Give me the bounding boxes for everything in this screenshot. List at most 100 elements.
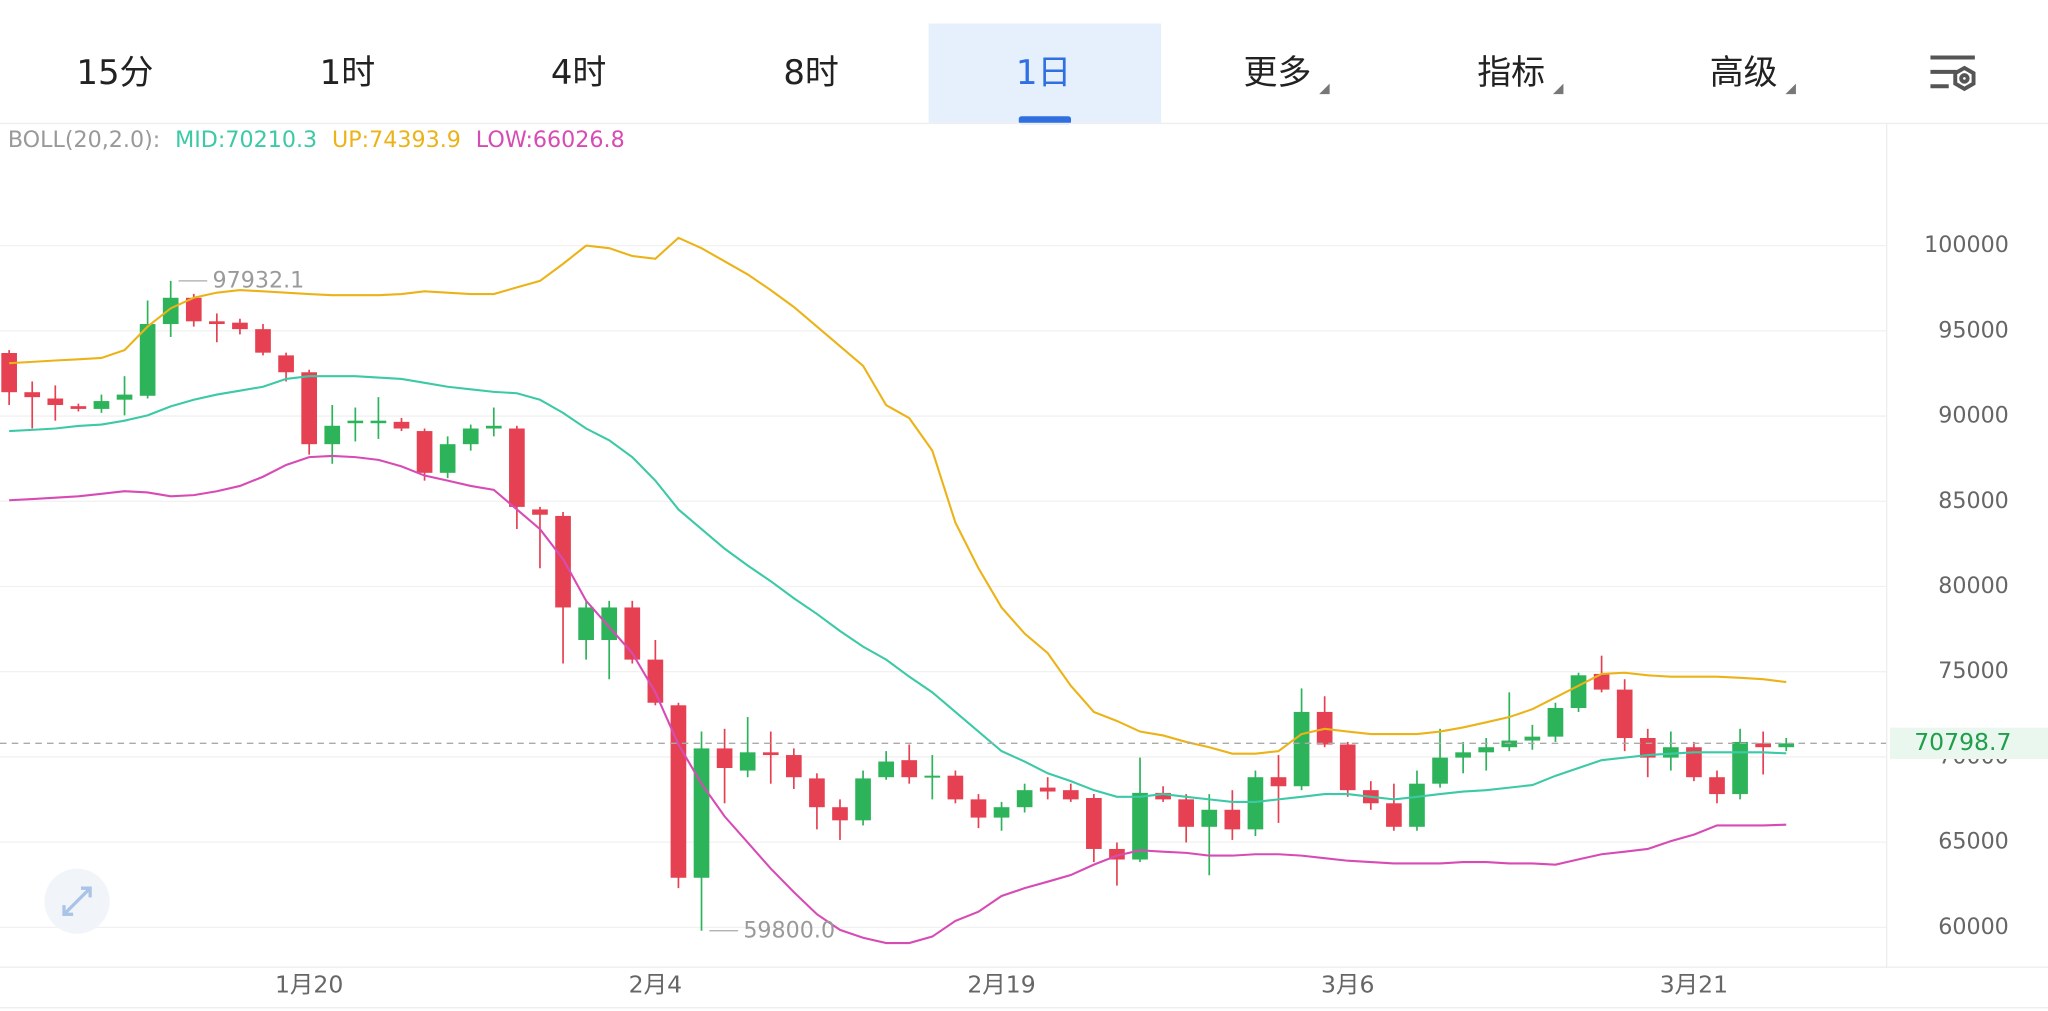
tab[interactable]: 15分 [76, 53, 153, 93]
candle-body [278, 355, 294, 373]
icon-dot [1959, 73, 1970, 84]
candle-body [1062, 790, 1079, 800]
y-tick-label: 95000 [1938, 317, 2009, 343]
tab[interactable]: 1时 [320, 53, 376, 93]
candle-body [693, 748, 710, 878]
candle-body [670, 705, 687, 878]
candle-body [462, 428, 479, 445]
candle-body [1524, 736, 1541, 741]
candle-body [393, 421, 410, 429]
candle-body [1, 353, 17, 393]
candle-body [93, 401, 110, 409]
candle-body [1732, 741, 1748, 795]
candle-body [370, 420, 387, 424]
candle-body [1455, 752, 1471, 758]
legend: BOLL(20,2.0): MID:70210.3 UP:74393.9 LOW… [8, 126, 625, 152]
tab[interactable]: 指标 [1477, 53, 1545, 93]
candle-body [1570, 675, 1587, 709]
candle-body [878, 761, 894, 778]
candle-body [1709, 777, 1725, 795]
candle-body [832, 807, 848, 821]
candle-body [416, 431, 433, 473]
candle-body [601, 607, 618, 641]
candle-body [1178, 799, 1195, 827]
candle-body [1778, 743, 1795, 748]
candle-body [739, 752, 756, 771]
candle-body [1663, 747, 1679, 758]
candle-body [324, 425, 341, 445]
candle-body [901, 760, 918, 778]
candle-body [993, 807, 1010, 818]
expand-button[interactable] [44, 868, 110, 934]
candle-body [1755, 743, 1771, 748]
tab-active[interactable]: 1日 [1016, 53, 1072, 93]
dropdown-arrows [1319, 83, 1796, 95]
candle-body [555, 515, 571, 608]
candle-body [162, 297, 179, 325]
candle-body [1686, 747, 1702, 778]
last-price-label: 70798.7 [1914, 728, 2011, 756]
candle-body [70, 406, 87, 409]
x-tick-label: 3月21 [1660, 971, 1728, 999]
candle-body [624, 607, 641, 660]
candle-body [347, 420, 364, 424]
legend-mid: MID:70210.3 [175, 126, 317, 152]
candle-body [116, 394, 133, 400]
candle-body [139, 324, 156, 396]
candle-body [1593, 673, 1610, 690]
candle-body [532, 509, 548, 515]
candle-body [1224, 809, 1241, 830]
candle-body [1478, 747, 1495, 753]
candle-body [1293, 711, 1310, 787]
active-tab-bg [928, 23, 1162, 123]
tab[interactable]: 8时 [783, 53, 839, 93]
y-tick-label: 65000 [1938, 829, 2009, 855]
candle-body [855, 778, 871, 821]
tab[interactable]: 高级 [1710, 53, 1778, 93]
legend-title: BOLL(20,2.0): [8, 126, 160, 152]
candle-body [1155, 792, 1171, 800]
last-price-tag [1889, 727, 2048, 759]
candle-body [232, 322, 248, 330]
plot: 6000065000700007500080000850009000095000… [0, 232, 2048, 999]
tab[interactable]: 4时 [551, 53, 607, 93]
y-tick-label: 90000 [1938, 403, 2009, 429]
candle-body [809, 778, 825, 808]
candle-body [209, 321, 225, 325]
candle-body [485, 425, 502, 429]
candle-body [762, 752, 779, 756]
candle-body [1432, 757, 1448, 784]
settings-icon[interactable] [1930, 55, 1976, 92]
legend-up: UP:74393.9 [332, 126, 461, 152]
x-tick-label: 2月4 [629, 971, 682, 999]
x-tick-label: 2月19 [967, 971, 1035, 999]
candle-body [947, 775, 964, 800]
candle-body [1086, 798, 1102, 849]
candle-body [1409, 783, 1425, 827]
candle-body [509, 428, 525, 507]
candle-body [1616, 689, 1633, 739]
y-tick-label: 80000 [1938, 573, 2009, 599]
candle-body [1547, 708, 1564, 737]
boll-line [9, 454, 1787, 945]
x-tick-label: 1月20 [275, 971, 343, 999]
boll-line [9, 375, 1787, 803]
tab[interactable]: 更多 [1243, 53, 1311, 93]
candle-body [1039, 787, 1056, 792]
candle-body [255, 329, 271, 353]
y-tick-label: 75000 [1938, 658, 2009, 684]
candle-body [24, 392, 41, 398]
candle-body [1201, 809, 1218, 827]
y-tick-label: 100000 [1924, 232, 2009, 258]
candle-body [578, 607, 594, 641]
candle-body [1386, 803, 1402, 827]
candle-body [647, 659, 664, 703]
candle-body [1132, 792, 1148, 860]
candle-body [924, 775, 941, 778]
extreme-label: 97932.1 [212, 267, 304, 293]
candle-body [785, 755, 802, 778]
candle-body [1339, 744, 1356, 791]
legend-low: LOW:66026.8 [476, 126, 625, 152]
candle-body [1270, 777, 1287, 787]
